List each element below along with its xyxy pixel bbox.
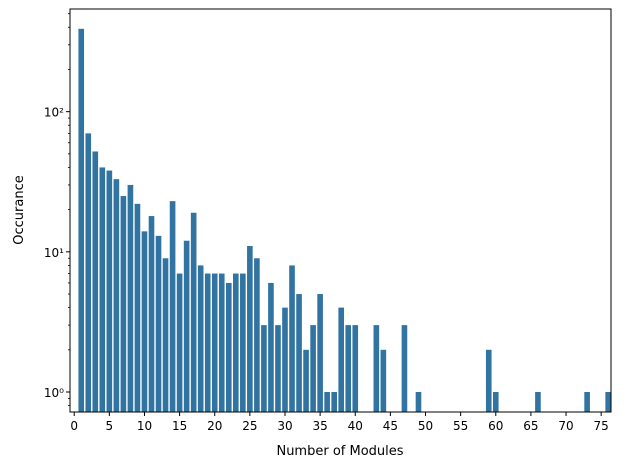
bar	[78, 28, 85, 413]
x-axis-label: Number of Modules	[276, 444, 403, 459]
x-tick-label: 70	[558, 419, 573, 433]
bar	[352, 325, 359, 412]
bar	[162, 258, 169, 412]
y-tick-label: 10⁰	[44, 386, 64, 400]
bar	[485, 349, 492, 412]
bar	[225, 282, 232, 412]
x-tick-label: 5	[106, 419, 114, 433]
x-tick-label: 20	[207, 419, 222, 433]
bar	[197, 265, 204, 412]
bars-group	[78, 28, 611, 413]
bar	[204, 273, 211, 412]
bar	[310, 325, 316, 412]
x-tick-label: 15	[172, 419, 187, 433]
bar	[324, 392, 330, 412]
bar	[211, 273, 218, 412]
bar	[401, 325, 408, 412]
bar	[233, 273, 239, 412]
bar	[275, 325, 281, 412]
bar	[218, 273, 225, 412]
plot-frame	[69, 8, 612, 413]
bar	[254, 258, 260, 412]
bar	[183, 240, 190, 412]
bar	[303, 349, 309, 412]
bar	[345, 325, 352, 412]
bar	[584, 392, 590, 412]
bar	[331, 392, 337, 412]
bar	[169, 201, 176, 412]
bar	[296, 294, 302, 412]
x-tick-label: 50	[418, 419, 433, 433]
x-tick-label: 60	[488, 419, 503, 433]
x-tick-label: 30	[277, 419, 292, 433]
bar	[282, 307, 288, 412]
x-tick-label: 25	[242, 419, 257, 433]
y-tick-label: 10²	[44, 106, 64, 120]
bar	[155, 235, 162, 412]
bar	[492, 392, 499, 412]
x-tick-label: 65	[523, 419, 538, 433]
x-tick-label: 40	[348, 419, 363, 433]
bar	[289, 265, 295, 412]
bar	[106, 170, 113, 412]
y-axis: 10⁰ 10¹ 10²	[44, 13, 70, 406]
bar	[415, 392, 422, 412]
x-axis: 0 5 10 15 20 25 30 35 40 45 50 55 60 65 70 75	[70, 412, 609, 433]
bar	[127, 184, 134, 412]
bar	[605, 392, 611, 412]
y-tick-label: 10¹	[44, 246, 64, 260]
bar	[85, 133, 92, 412]
bar	[92, 151, 99, 412]
bar	[134, 203, 141, 412]
x-tick-label: 10	[137, 419, 152, 433]
bar	[120, 196, 127, 412]
bar	[373, 325, 380, 412]
bar	[338, 307, 345, 412]
x-tick-label: 75	[594, 419, 609, 433]
bar	[268, 282, 274, 412]
x-tick-label: 35	[312, 419, 327, 433]
bar	[190, 212, 197, 412]
x-tick-label: 45	[383, 419, 398, 433]
bar	[535, 392, 541, 412]
x-tick-label: 55	[453, 419, 468, 433]
bar	[247, 246, 253, 412]
bar	[141, 231, 148, 412]
bar	[176, 273, 183, 412]
bar	[113, 179, 120, 412]
bar	[240, 273, 246, 412]
bar	[148, 216, 155, 412]
y-axis-label: Occurance	[12, 175, 27, 244]
bar	[99, 167, 106, 412]
bar	[380, 349, 387, 412]
bar	[317, 294, 323, 412]
x-tick-label: 0	[70, 419, 78, 433]
bar	[261, 325, 267, 412]
